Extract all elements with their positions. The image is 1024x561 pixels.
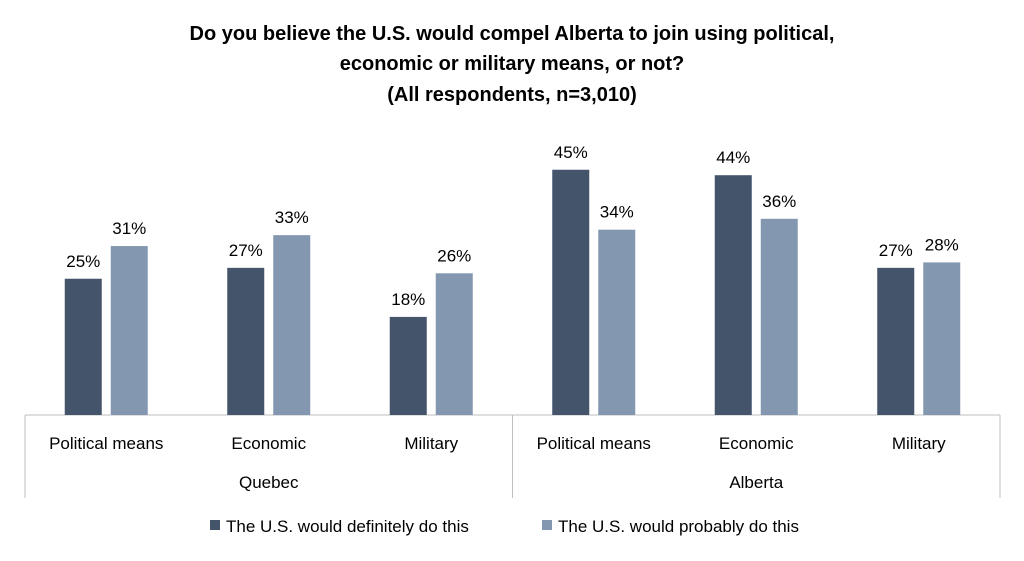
bar-quebec-0-series-1 — [110, 246, 148, 415]
category-label: Economic — [231, 434, 306, 453]
bar-quebec-2-series-1 — [435, 273, 473, 415]
legend-swatch-definitely — [210, 520, 220, 530]
data-label: 31% — [112, 219, 146, 238]
data-label: 27% — [879, 241, 913, 260]
bar-alberta-2-series-0 — [877, 267, 915, 415]
title-line-1: Do you believe the U.S. would compel Alb… — [190, 23, 835, 45]
bar-quebec-2-series-0 — [389, 316, 427, 415]
data-label: 45% — [554, 143, 588, 162]
category-label: Military — [892, 434, 946, 453]
data-label: 26% — [437, 246, 471, 265]
legend-swatch-probably — [542, 520, 552, 530]
bar-quebec-1-series-0 — [227, 267, 265, 415]
category-label: Economic — [719, 434, 794, 453]
bar-quebec-0-series-0 — [64, 278, 102, 415]
bar-alberta-1-series-0 — [714, 175, 752, 415]
data-label: 34% — [600, 203, 634, 222]
category-label: Military — [404, 434, 458, 453]
title-line-2: economic or military means, or not? — [340, 53, 685, 75]
legend: The U.S. would definitely do this The U.… — [210, 517, 799, 536]
category-label: Political means — [537, 434, 651, 453]
group-label: Quebec — [239, 473, 299, 492]
data-label: 28% — [925, 235, 959, 254]
data-label: 25% — [66, 252, 100, 271]
data-label: 36% — [762, 192, 796, 211]
bar-alberta-2-series-1 — [923, 262, 961, 415]
bar-alberta-0-series-0 — [552, 169, 590, 415]
data-label: 27% — [229, 241, 263, 260]
legend-label-probably: The U.S. would probably do this — [558, 517, 799, 536]
bar-alberta-0-series-1 — [598, 229, 636, 415]
title-line-3: (All respondents, n=3,010) — [387, 84, 637, 106]
group-label: Alberta — [729, 473, 783, 492]
plot-area: 25% 31% Political means 27% 33% Economic 18% 26… — [24, 143, 1001, 498]
data-label: 18% — [391, 290, 425, 309]
chart-title: Do you believe the U.S. would compel Alb… — [190, 23, 835, 106]
bar-quebec-1-series-1 — [273, 235, 311, 415]
bar-alberta-1-series-1 — [760, 218, 798, 415]
legend-label-definitely: The U.S. would definitely do this — [226, 517, 469, 536]
category-label: Political means — [49, 434, 163, 453]
data-label: 44% — [716, 148, 750, 167]
data-label: 33% — [275, 208, 309, 227]
